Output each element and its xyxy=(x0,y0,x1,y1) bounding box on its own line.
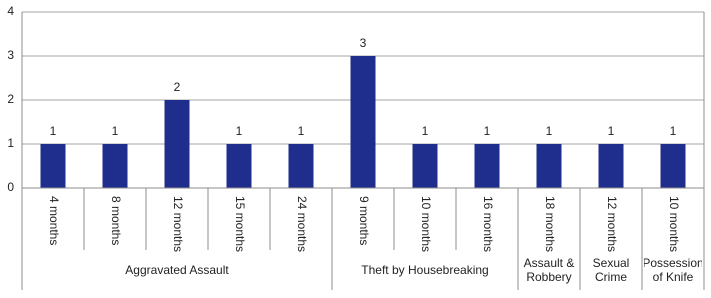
value-label: 1 xyxy=(422,124,429,138)
x-tick-label: 12 months xyxy=(171,196,185,252)
x-tick-label: 4 months xyxy=(47,196,61,245)
x-tick-label: 18 months xyxy=(543,196,557,252)
bar xyxy=(660,144,686,188)
bar xyxy=(350,56,376,188)
value-label: 1 xyxy=(236,124,243,138)
group-label: Aggravated Assault xyxy=(125,263,229,277)
group-label-box: Assault & Robbery xyxy=(523,256,575,284)
value-label: 1 xyxy=(546,124,553,138)
y-tick-label: 3 xyxy=(7,48,14,62)
x-tick-label: 15 months xyxy=(233,196,247,252)
bar xyxy=(288,144,314,188)
x-tick-label: 12 months xyxy=(605,196,619,252)
x-tick-label: 10 months xyxy=(419,196,433,252)
y-tick-label: 2 xyxy=(7,92,14,106)
x-tick-label: 10 months xyxy=(667,196,681,252)
x-tick-label: 24 months xyxy=(295,196,309,252)
bar xyxy=(474,144,500,188)
value-label: 2 xyxy=(174,80,181,94)
bar xyxy=(226,144,252,188)
group-label-box: Possession of Knife xyxy=(644,256,702,284)
bar xyxy=(412,144,438,188)
bar xyxy=(164,100,190,188)
x-tick-label: 9 months xyxy=(357,196,371,245)
group-label-box: Sexual Crime xyxy=(592,256,630,284)
bar xyxy=(40,144,66,188)
group-label-box: Theft by Housebreaking xyxy=(361,263,489,277)
value-label: 1 xyxy=(670,124,677,138)
y-tick-label: 1 xyxy=(7,136,14,150)
group-label: Sexual Crime xyxy=(592,256,630,284)
group-label-box: Aggravated Assault xyxy=(125,263,229,277)
y-tick-label: 4 xyxy=(7,4,14,18)
value-label: 1 xyxy=(608,124,615,138)
group-label: Theft by Housebreaking xyxy=(361,263,489,277)
value-label: 1 xyxy=(50,124,57,138)
bar xyxy=(536,144,562,188)
group-label: Possession of Knife xyxy=(644,256,702,284)
y-tick-label: 0 xyxy=(7,180,14,194)
x-tick-label: 16 months xyxy=(481,196,495,252)
x-tick-label: 8 months xyxy=(109,196,123,245)
bar xyxy=(598,144,624,188)
value-label: 1 xyxy=(298,124,305,138)
value-label: 3 xyxy=(360,36,367,50)
value-label: 1 xyxy=(112,124,119,138)
bar xyxy=(102,144,128,188)
value-label: 1 xyxy=(484,124,491,138)
group-label: Assault & Robbery xyxy=(523,256,575,284)
